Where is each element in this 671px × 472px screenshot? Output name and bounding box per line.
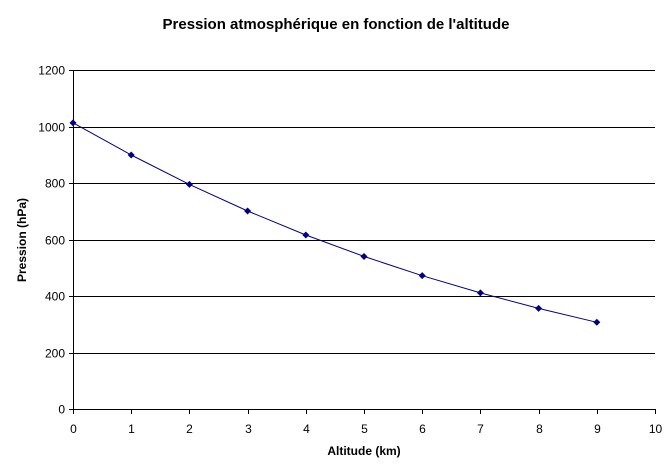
y-tick-label: 600 bbox=[45, 234, 65, 248]
y-tick-label: 200 bbox=[45, 347, 65, 361]
x-tick-label: 3 bbox=[245, 422, 252, 436]
x-tick-label: 0 bbox=[70, 422, 77, 436]
data-point bbox=[535, 304, 543, 312]
data-point bbox=[244, 207, 252, 215]
y-tick-label: 1000 bbox=[38, 121, 65, 135]
x-tick-label: 7 bbox=[477, 422, 484, 436]
data-point bbox=[302, 231, 310, 239]
data-point bbox=[418, 272, 426, 280]
y-tick-label: 800 bbox=[45, 177, 65, 191]
x-tick-label: 4 bbox=[303, 422, 310, 436]
chart-title: Pression atmosphérique en fonction de l'… bbox=[163, 16, 510, 33]
gridlines bbox=[73, 70, 655, 354]
x-tick-label: 6 bbox=[419, 422, 426, 436]
x-tick-label: 8 bbox=[536, 422, 543, 436]
data-point bbox=[593, 318, 601, 326]
y-tick-label: 0 bbox=[58, 403, 65, 417]
x-tick-label: 5 bbox=[361, 422, 368, 436]
x-tick-label: 2 bbox=[186, 422, 193, 436]
data-point bbox=[127, 151, 135, 159]
x-tick-label: 9 bbox=[594, 422, 601, 436]
y-tick-label: 400 bbox=[45, 290, 65, 304]
data-point bbox=[185, 180, 193, 188]
tick-labels: 0 200 400 600 800 1000 1200 0 1 2 3 4 5 6 7 8 9 10 bbox=[38, 64, 662, 437]
x-axis-title: Altitude (km) bbox=[327, 444, 400, 458]
data-point bbox=[476, 289, 484, 297]
data-series bbox=[69, 119, 601, 326]
axes bbox=[69, 70, 656, 414]
x-tick-label: 10 bbox=[649, 422, 663, 436]
x-tick-label: 1 bbox=[128, 422, 135, 436]
y-axis-title: Pression (hPa) bbox=[15, 198, 29, 282]
data-point bbox=[360, 252, 368, 260]
y-tick-label: 1200 bbox=[38, 64, 65, 78]
series-line bbox=[72, 122, 597, 323]
data-point bbox=[69, 119, 77, 127]
